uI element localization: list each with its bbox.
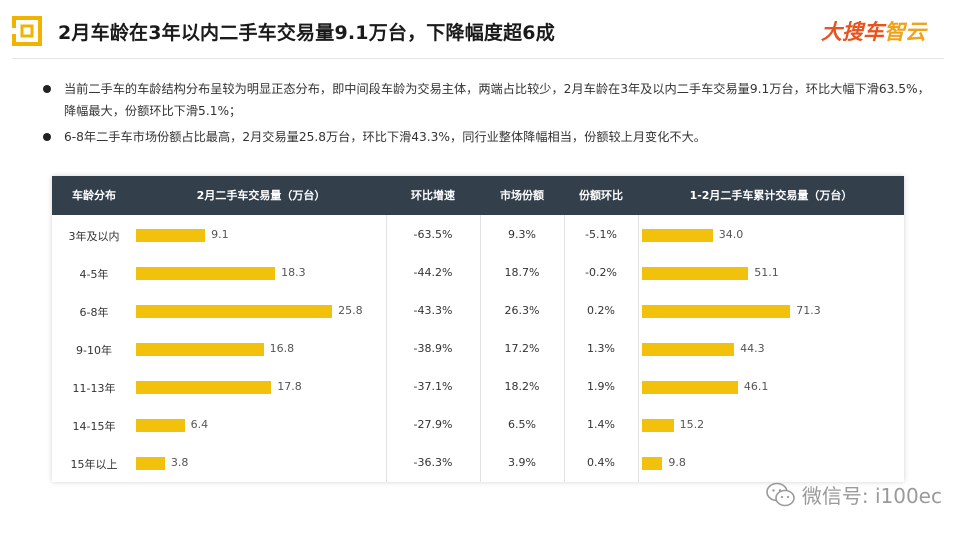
column-header-share-mom: 份额环比: [579, 189, 623, 202]
cum-volume-value: 46.1: [743, 380, 769, 393]
feb-volume-bar: [136, 457, 165, 470]
row-age-label: 11-13年: [72, 382, 116, 395]
share-value: 3.9%: [508, 456, 536, 469]
mom-growth-value: -27.9%: [413, 418, 453, 431]
cum-volume-bar: [642, 419, 674, 432]
bullet-text: 6-8年二手车市场份额占比最高，2月交易量25.8万台，环比下滑43.3%，同行…: [64, 130, 706, 144]
summary-bullets: 当前二手车的车龄结构分布呈较为明显正态分布，即中间段车龄为交易主体，两端占比较少…: [40, 78, 930, 152]
cum-volume-value: 44.3: [740, 342, 765, 355]
bullet-item: 当前二手车的车龄结构分布呈较为明显正态分布，即中间段车龄为交易主体，两端占比较少…: [40, 78, 930, 122]
share-mom-value: -0.2%: [585, 266, 617, 279]
bullet-dot-icon: [43, 133, 51, 141]
cum-volume-value: 15.2: [679, 418, 705, 431]
cum-volume-value: 51.1: [754, 266, 779, 279]
column-header-feb-volume: 2月二手车交易量（万台）: [196, 189, 326, 202]
page-title: 2月车龄在3年以内二手车交易量9.1万台，下降幅度超6成: [58, 22, 555, 44]
column-header-mom-growth: 环比增速: [411, 189, 455, 202]
share-value: 18.7%: [504, 266, 540, 279]
cum-volume-bar: [642, 343, 735, 356]
cum-volume-bar: [642, 305, 791, 318]
share-value: 26.3%: [504, 304, 540, 317]
cum-volume-bar: [642, 381, 738, 394]
feb-volume-bar: [136, 381, 272, 394]
mom-growth-value: -37.1%: [413, 380, 453, 393]
feb-volume-bar: [136, 419, 185, 432]
wechat-icon: [766, 482, 795, 506]
column-header-cum-volume: 1-2月二手车累计交易量（万台）: [689, 189, 853, 202]
cum-volume-value: 9.8: [668, 456, 686, 469]
brand-logo-accent: 智云: [884, 20, 926, 44]
brand-logo-main: 大搜车: [821, 20, 884, 44]
feb-volume-value: 17.8: [277, 380, 302, 393]
share-value: 9.3%: [508, 228, 536, 241]
column-divider: [638, 215, 639, 482]
mom-growth-value: -44.2%: [413, 266, 453, 279]
header-divider: [12, 58, 944, 59]
mom-growth-value: -63.5%: [413, 228, 453, 241]
share-mom-value: 1.9%: [587, 380, 615, 393]
row-age-label: 14-15年: [72, 420, 116, 433]
share-value: 18.2%: [504, 380, 540, 393]
bullet-text: 当前二手车的车龄结构分布呈较为明显正态分布，即中间段车龄为交易主体，两端占比较少…: [64, 82, 930, 118]
mom-growth-value: -36.3%: [413, 456, 453, 469]
feb-volume-value: 6.4: [190, 418, 209, 431]
brand-logo: 大搜车智云: [821, 16, 926, 46]
cum-volume-bar: [642, 229, 713, 242]
mom-growth-value: -43.3%: [413, 304, 453, 317]
feb-volume-bar: [136, 267, 276, 280]
feb-volume-bar: [136, 305, 333, 318]
cum-volume-value: 34.0: [718, 228, 744, 241]
feb-volume-value: 9.1: [211, 228, 229, 241]
column-header-share: 市场份额: [500, 189, 544, 202]
row-age-label: 4-5年: [79, 268, 109, 281]
share-mom-value: -5.1%: [585, 228, 617, 241]
row-age-label: 3年及以内: [68, 230, 120, 243]
feb-volume-value: 16.8: [269, 342, 295, 355]
cum-volume-bar: [642, 457, 663, 470]
feb-volume-value: 25.8: [338, 304, 363, 317]
wechat-watermark: 微信号: i100ec: [766, 480, 942, 509]
feb-volume-bar: [136, 229, 206, 242]
feb-volume-value: 18.3: [281, 266, 306, 279]
row-age-label: 9-10年: [76, 344, 112, 357]
column-header-age: 车龄分布: [72, 189, 116, 202]
share-mom-value: 1.4%: [587, 418, 615, 431]
bullet-item: 6-8年二手车市场份额占比最高，2月交易量25.8万台，环比下滑43.3%，同行…: [40, 126, 930, 148]
cum-volume-bar: [642, 267, 749, 280]
feb-volume-bar: [136, 343, 264, 356]
feb-volume-value: 3.8: [170, 456, 189, 469]
mom-growth-value: -38.9%: [413, 342, 453, 355]
share-mom-value: 0.4%: [587, 456, 615, 469]
brand-square-icon: [12, 16, 42, 46]
share-mom-value: 0.2%: [587, 304, 615, 317]
share-value: 17.2%: [504, 342, 540, 355]
column-divider: [480, 215, 481, 482]
share-value: 6.5%: [508, 418, 536, 431]
row-age-label: 6-8年: [79, 306, 109, 319]
cum-volume-value: 71.3: [796, 304, 821, 317]
column-divider: [386, 215, 387, 482]
bullet-dot-icon: [43, 85, 51, 93]
row-age-label: 15年以上: [70, 458, 118, 471]
watermark-text: 微信号: i100ec: [801, 484, 942, 508]
age-distribution-table: 车龄分布 2月二手车交易量（万台） 环比增速 市场份额 份额环比 1-2月二手车…: [52, 176, 904, 482]
share-mom-value: 1.3%: [587, 342, 615, 355]
table-header: 车龄分布 2月二手车交易量（万台） 环比增速 市场份额 份额环比 1-2月二手车…: [52, 176, 904, 215]
column-divider: [564, 215, 565, 482]
